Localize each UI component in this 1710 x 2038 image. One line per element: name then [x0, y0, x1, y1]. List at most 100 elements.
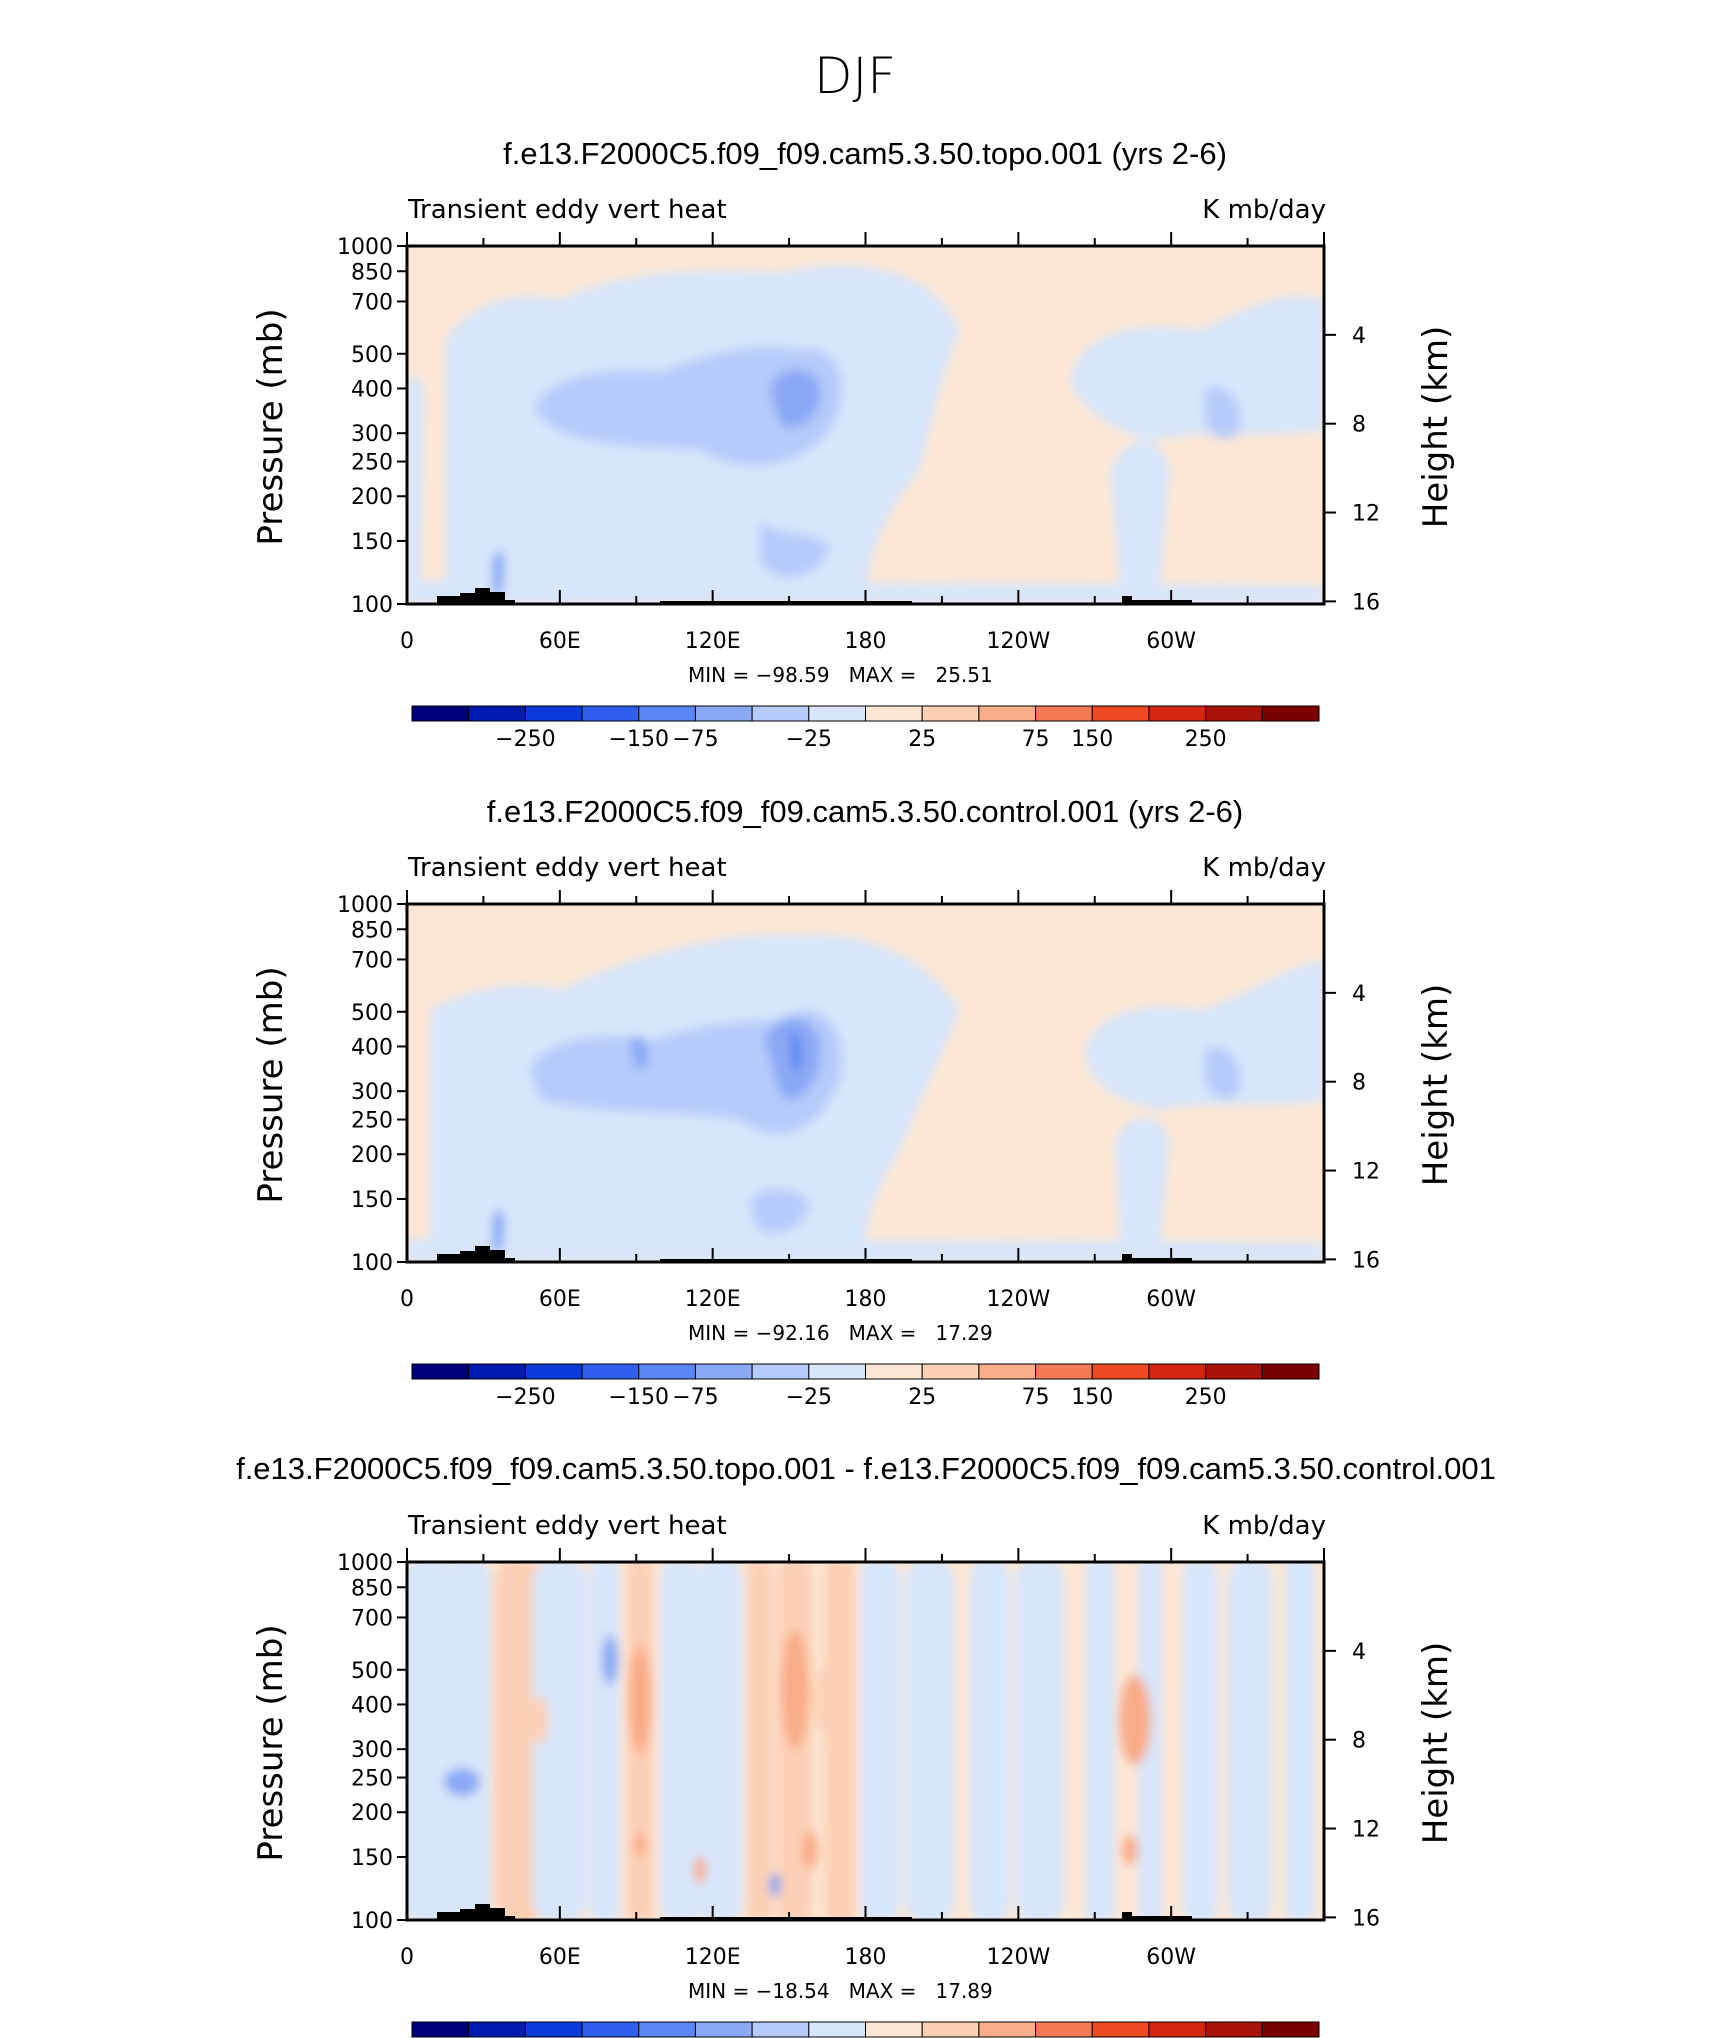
- colorbar-swatch: [978, 1363, 1037, 1380]
- y-tick-label: 150: [351, 1846, 393, 1871]
- y-axis-right: 16 12 8 4: [1324, 324, 1380, 615]
- right-string: K mb/day: [1202, 195, 1326, 225]
- x-tick-label: 0: [400, 1945, 414, 1970]
- difference-region: [1085, 1562, 1115, 1920]
- colorbar-swatch: [808, 705, 866, 722]
- contour-field: [407, 246, 1324, 604]
- min-max-stats: MIN = −18.54 MAX = 17.89: [688, 1979, 993, 2003]
- colorbar-swatch: [978, 2021, 1037, 2038]
- colorbar-swatch: [411, 1363, 470, 1380]
- y-tick-label: 500: [351, 1001, 393, 1026]
- colorbar-label: 75: [1022, 727, 1050, 752]
- x-tick-label: 60W: [1146, 1287, 1196, 1312]
- negative-region: [1085, 960, 1324, 1110]
- colorbar-swatch: [1261, 705, 1320, 722]
- difference-region: [1285, 1562, 1315, 1920]
- difference-region: [769, 1873, 781, 1897]
- colorbar-swatch: [694, 705, 753, 722]
- y-tick-label: 400: [351, 377, 393, 402]
- difference-region: [628, 1645, 652, 1755]
- difference-region: [590, 1562, 620, 1920]
- colorbar-swatch: [694, 1363, 753, 1380]
- y-right-tick-label: 16: [1352, 1248, 1380, 1273]
- y-tick-label: 300: [351, 1080, 393, 1105]
- y-tick-label: 700: [351, 290, 393, 315]
- y-right-tick-label: 12: [1352, 502, 1380, 527]
- y-tick-label: 500: [351, 343, 393, 368]
- y-axis-right-title: Height (km): [1416, 1642, 1456, 1845]
- y-tick-label: 1000: [337, 893, 393, 918]
- difference-region: [602, 1635, 618, 1685]
- y-tick-label: 150: [351, 1188, 393, 1213]
- colorbar-swatch: [411, 2021, 470, 2038]
- colorbar-swatch: [1148, 1363, 1207, 1380]
- colorbar-swatch: [751, 705, 810, 722]
- negative-region: [1115, 1117, 1170, 1250]
- y-tick-label: 700: [351, 948, 393, 973]
- y-axis-right: 16 12 8 4: [1324, 1640, 1380, 1931]
- colorbar-swatch: [865, 2021, 923, 2038]
- x-axis: 0 60E 120E 180 120W 60W: [400, 1548, 1325, 1970]
- difference-region: [532, 1695, 548, 1745]
- difference-region: [815, 1655, 855, 1745]
- colorbar-swatch: [1035, 705, 1093, 722]
- y-tick-label: 100: [351, 1251, 393, 1276]
- y-tick-label: 100: [351, 593, 393, 618]
- left-string: Transient eddy vert heat: [407, 1511, 727, 1541]
- x-tick-label: 120E: [685, 1287, 741, 1312]
- colorbar-swatch: [808, 2021, 866, 2038]
- x-tick-label: 60W: [1146, 1945, 1196, 1970]
- y-axis-title: Pressure (mb): [251, 966, 291, 1203]
- y-right-tick-label: 8: [1352, 1071, 1366, 1096]
- y-right-tick-label: 16: [1352, 590, 1380, 615]
- difference-region: [1119, 1675, 1151, 1765]
- panel-title: f.e13.F2000C5.f09_f09.cam5.3.50.control.…: [487, 794, 1244, 829]
- colorbar-swatch: [638, 2021, 696, 2038]
- difference-region: [1227, 1562, 1273, 1920]
- colorbar-label: −150: [609, 727, 669, 752]
- negative-region: [492, 1209, 505, 1252]
- difference-region: [444, 1768, 480, 1796]
- y-tick-label: 400: [351, 1693, 393, 1718]
- y-right-tick-label: 12: [1352, 1818, 1380, 1843]
- left-string: Transient eddy vert heat: [407, 853, 727, 883]
- y-tick-label: 250: [351, 1109, 393, 1134]
- y-tick-label: 300: [351, 1738, 393, 1763]
- y-tick-label: 500: [351, 1659, 393, 1684]
- colorbar-swatch: [524, 2021, 583, 2038]
- y-axis-right: 16 12 8 4: [1324, 982, 1380, 1273]
- y-right-tick-label: 4: [1352, 324, 1366, 349]
- colorbar-swatch: [468, 705, 526, 722]
- negative-region: [790, 1033, 802, 1070]
- colorbar-swatch: [751, 1363, 810, 1380]
- difference-region: [905, 1562, 955, 1920]
- colorbar-swatch: [1261, 2021, 1320, 2038]
- colorbar-swatch: [1148, 705, 1207, 722]
- x-tick-label: 60E: [539, 1945, 581, 1970]
- panel-title: f.e13.F2000C5.f09_f09.cam5.3.50.topo.001…: [503, 136, 1227, 171]
- difference-region: [634, 1833, 646, 1857]
- y-axis-right-title: Height (km): [1416, 326, 1456, 529]
- x-tick-label: 120W: [986, 1945, 1050, 1970]
- panel-title: f.e13.F2000C5.f09_f09.cam5.3.50.topo.001…: [236, 1451, 1496, 1486]
- contour-field: [407, 904, 1324, 1262]
- min-max-stats: MIN = −98.59 MAX = 25.51: [688, 663, 993, 687]
- difference-region: [1182, 1562, 1218, 1920]
- panel-control: f.e13.F2000C5.f09_f09.cam5.3.50.control.…: [251, 794, 1456, 1410]
- colorbar-label: −150: [609, 1385, 669, 1410]
- panel-topo: f.e13.F2000C5.f09_f09.cam5.3.50.topo.001…: [251, 136, 1456, 752]
- y-right-tick-label: 8: [1352, 1729, 1366, 1754]
- colorbar-swatch: [638, 1363, 696, 1380]
- colorbar-label: −25: [786, 1385, 832, 1410]
- colorbar-swatch: [1261, 1363, 1320, 1380]
- y-right-tick-label: 8: [1352, 413, 1366, 438]
- colorbar-swatch: [1091, 705, 1150, 722]
- y-axis-right-title: Height (km): [1416, 984, 1456, 1187]
- topography-mask: [437, 1246, 1192, 1262]
- colorbar-swatch: [411, 705, 470, 722]
- y-tick-label: 850: [351, 918, 393, 943]
- negative-region: [492, 550, 505, 595]
- y-right-tick-label: 16: [1352, 1906, 1380, 1931]
- colorbar-swatch: [865, 705, 923, 722]
